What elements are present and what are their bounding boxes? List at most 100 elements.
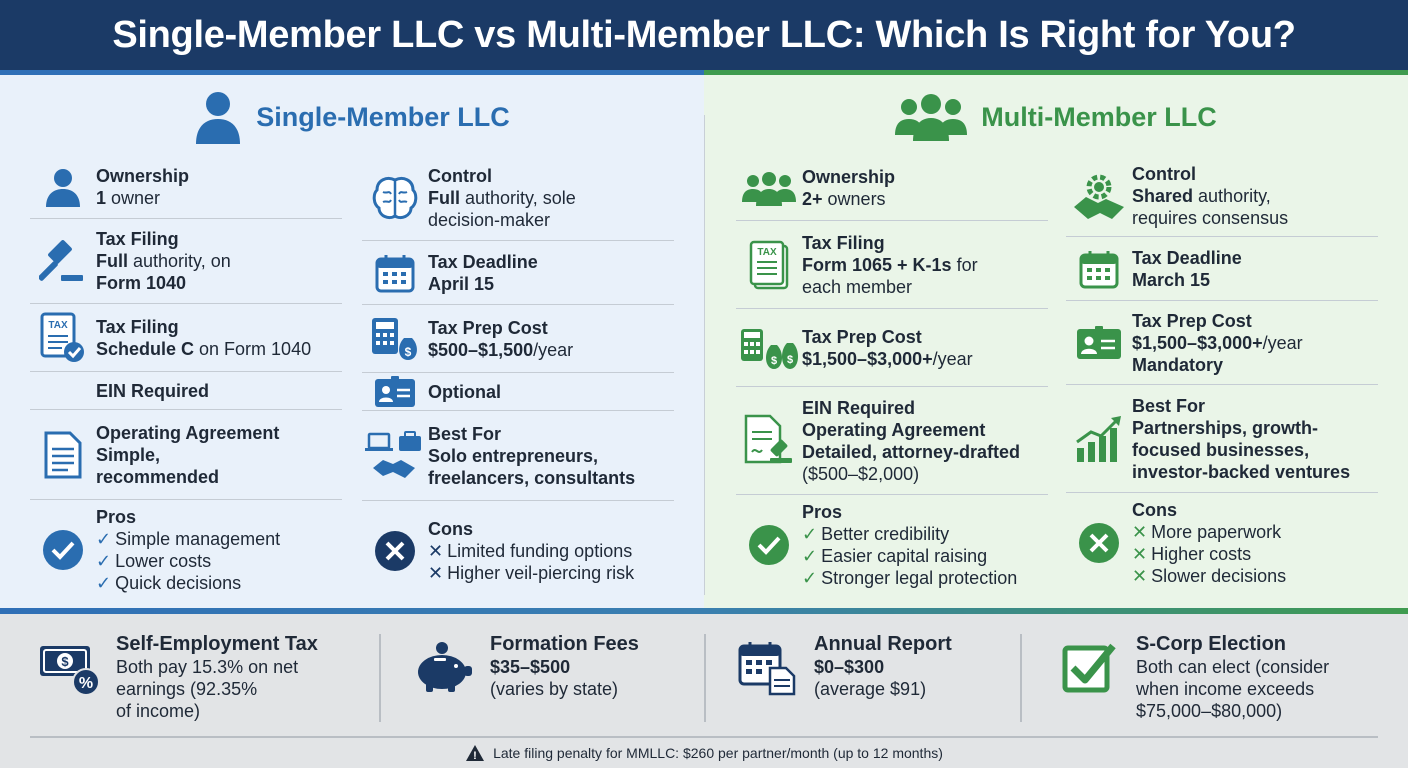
id-card-icon <box>1077 325 1121 359</box>
ownership-heading: Ownership <box>802 166 896 187</box>
pros-item: ✓ Stronger legal protection <box>802 568 1018 588</box>
svg-text:$: $ <box>61 654 69 669</box>
annual-report: Annual Report $0–$300 (average $91) <box>734 632 1014 724</box>
prep-cost-rest: /year <box>932 348 973 369</box>
svg-text:%: % <box>79 675 93 692</box>
operating-line1: Simple, <box>96 444 161 465</box>
prep-cost-line2: Mandatory <box>1132 354 1224 375</box>
warning-icon: ! <box>466 745 485 762</box>
single-tax-filing-1: Tax Filing Full authority, on Form 1040 <box>30 219 342 304</box>
multi-tax-filing: TAX Tax Filing Form 1065 + K-1s for each m… <box>736 221 1048 309</box>
operating-heading: Operating Agreement <box>802 419 986 440</box>
scorp-line3: $75,000–$80,000) <box>1136 701 1283 721</box>
deadline-heading: Tax Deadline <box>428 251 538 272</box>
cons-item: ✕ Limited funding options <box>428 541 633 561</box>
cons-item: ✕ Slower decisions <box>1132 566 1287 586</box>
scorp-heading: S-Corp Election <box>1136 633 1287 655</box>
piggy-bank-icon <box>418 642 472 692</box>
ownership-heading: Ownership <box>96 165 190 186</box>
document-icon <box>44 431 82 478</box>
pros-item: ✓ Easier capital raising <box>802 546 988 566</box>
id-card-icon <box>375 375 415 407</box>
calculator-money-bags-icon: $ $ <box>741 328 799 369</box>
best-for-heading: Best For <box>428 423 502 444</box>
ownership-rest: owner <box>106 187 161 208</box>
multi-col-right: Control Shared authority, requires consens… <box>1066 155 1378 593</box>
group-icon <box>742 171 796 206</box>
self-employment-tax: $% Self-Employment Tax Both pay 15.3% on … <box>36 632 366 724</box>
single-pros: Pros ✓ Simple management ✓ Lower costs ✓ Qu… <box>30 500 342 600</box>
cons-heading: Cons <box>428 519 473 539</box>
multi-member-title-text: Multi-Member LLC <box>981 101 1217 132</box>
page-title: Single-Member LLC vs Multi-Member LLC: W… <box>112 13 1296 56</box>
calculator-money-icon: $ <box>372 317 417 360</box>
growth-chart-icon <box>1076 415 1121 462</box>
check-circle-icon <box>43 530 83 570</box>
tax-filing-line2: Form 1040 <box>96 273 187 293</box>
header-rule <box>0 70 1408 75</box>
control-line2: requires consensus <box>1132 207 1289 228</box>
checkbox-checked-icon <box>1062 643 1116 693</box>
control-heading: Control <box>428 165 492 186</box>
footer-shared-info: $% Self-Employment Tax Both pay 15.3% on … <box>0 614 1408 768</box>
svg-text:TAX: TAX <box>757 247 777 258</box>
best-for-line1: Solo entrepreneurs, <box>428 445 599 466</box>
ein-heading: EIN Required <box>96 380 210 401</box>
formation-heading: Formation Fees <box>490 633 639 655</box>
prep-cost-heading: Tax Prep Cost <box>1132 310 1252 331</box>
ownership-bold: 2+ <box>802 188 823 209</box>
laptop-briefcase-handshake-icon <box>365 430 421 478</box>
person-icon <box>46 168 80 207</box>
annual-report-heading: Annual Report <box>814 633 952 655</box>
prep-cost-heading: Tax Prep Cost <box>802 326 922 347</box>
single-col-right: Control Full authority, sole decision-make… <box>362 155 674 601</box>
gavel-icon <box>39 240 83 281</box>
single-ownership: Ownership 1 owner <box>30 155 342 219</box>
calendar-icon <box>1079 250 1119 288</box>
svg-text:$: $ <box>787 354 793 366</box>
single-control: Control Full authority, sole decision-make… <box>362 155 674 241</box>
pros-item: ✓ Lower costs <box>96 551 212 571</box>
self-employment-line1: Both pay 15.3% on net <box>116 657 299 677</box>
control-heading: Control <box>1132 163 1196 184</box>
document-gavel-icon <box>744 414 792 463</box>
best-for-line2: freelancers, consultants <box>428 467 636 488</box>
self-employment-line2: earnings (92.35% <box>116 679 258 699</box>
cons-item: ✕ Higher veil-piercing risk <box>428 563 635 583</box>
multi-tax-prep-cost-2: Tax Prep Cost $1,500–$3,000+/year Mandator… <box>1066 301 1378 385</box>
group-people-icon <box>895 94 968 141</box>
annual-report-line2: (average $91) <box>814 679 927 699</box>
multi-control: Control Shared authority, requires consens… <box>1066 155 1378 237</box>
section-rule <box>0 608 1408 614</box>
calendar-icon <box>375 254 415 292</box>
cons-heading: Cons <box>1132 500 1177 520</box>
tax-filing-bold: Form 1065 + K-1s <box>802 254 952 275</box>
prep-cost-heading: Tax Prep Cost <box>428 317 548 338</box>
pros-heading: Pros <box>96 507 137 527</box>
control-bold: Shared <box>1132 185 1194 206</box>
tax-filing-2-rest: on Form 1040 <box>194 338 312 359</box>
pros-item: ✓ Simple management <box>96 529 281 549</box>
cons-item: ✕ More paperwork <box>1132 522 1282 542</box>
footer-divider <box>704 634 706 722</box>
single-member-title: Single-Member LLC <box>0 89 704 145</box>
ownership-rest: owners <box>822 188 886 209</box>
single-person-icon <box>196 92 241 144</box>
operating-line1: Detailed, attorney-drafted <box>802 441 1021 462</box>
annual-report-bold: $0–$300 <box>814 657 885 677</box>
best-for-line1: Partnerships, growth- <box>1132 417 1319 438</box>
check-circle-icon <box>749 525 789 565</box>
multi-tax-deadline: Tax Deadline March 15 <box>1066 237 1378 301</box>
tax-filing-line2: each member <box>802 276 913 297</box>
deadline-heading: Tax Deadline <box>1132 247 1242 268</box>
multi-member-panel: Multi-Member LLC Ownership 2+ owners TAX … <box>704 75 1408 608</box>
calendar-document-icon <box>738 642 796 696</box>
tax-form-check-icon: TAX <box>40 312 84 362</box>
single-cons: Cons ✕ Limited funding options ✕ Higher ve… <box>362 501 674 601</box>
footer-divider <box>1020 634 1022 722</box>
prep-cost-bold: $1,500–$3,000+ <box>1132 332 1263 353</box>
footer-divider <box>379 634 381 722</box>
tax-filing-heading-2: Tax Filing <box>96 316 179 337</box>
pros-item: ✓ Quick decisions <box>96 573 242 593</box>
tax-form-icon: TAX <box>749 240 789 289</box>
